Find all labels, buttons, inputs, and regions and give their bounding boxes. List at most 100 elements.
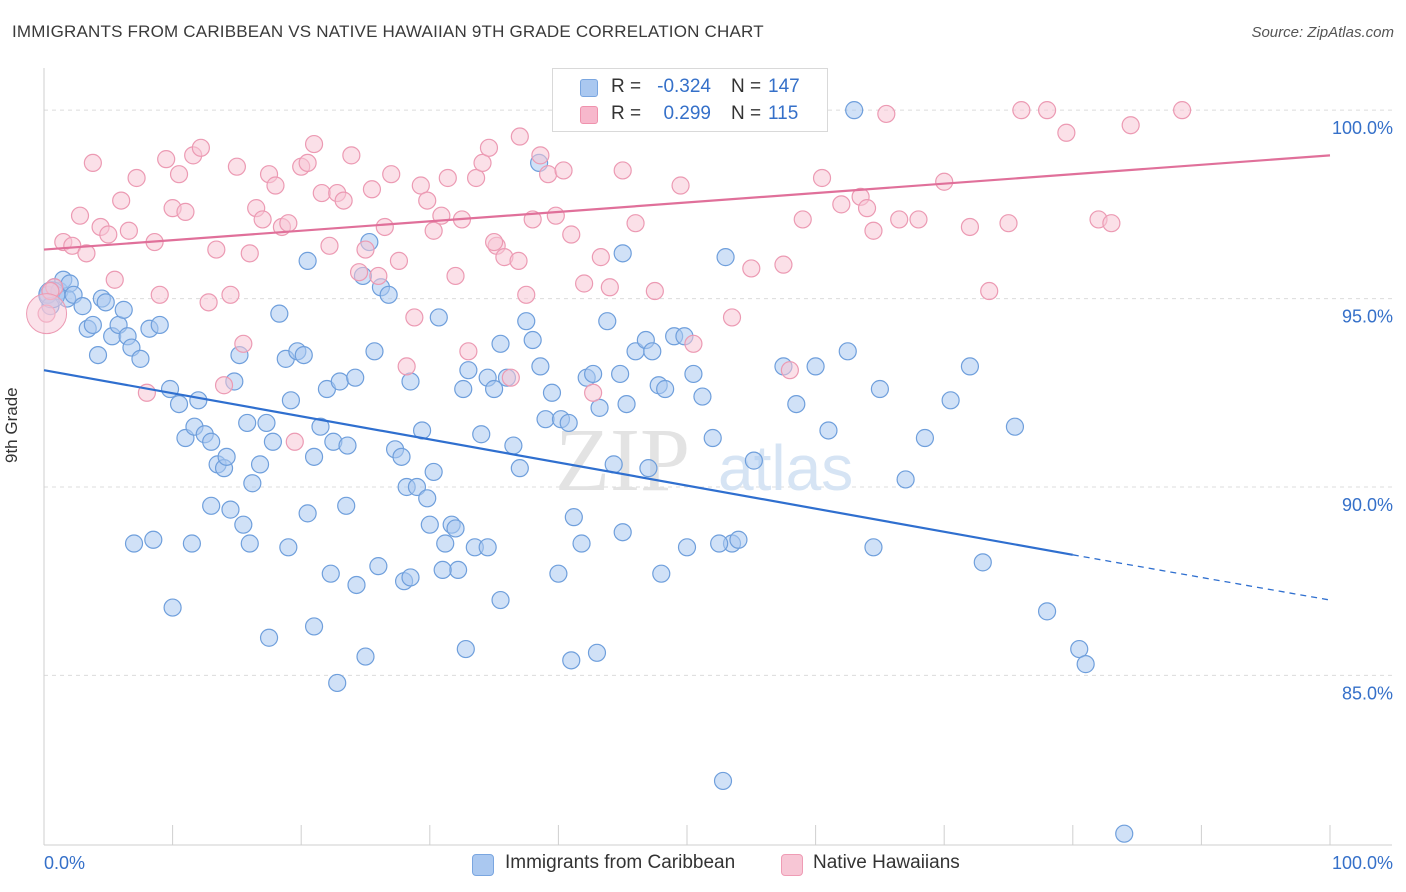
- caribbean-point: [392, 447, 411, 466]
- caribbean-point: [1070, 639, 1089, 659]
- caribbean-point: [896, 470, 915, 489]
- caribbean-point: [693, 387, 712, 406]
- hawaiian-point: [356, 240, 375, 259]
- chart-title: IMMIGRANTS FROM CARIBBEAN VS NATIVE HAWA…: [12, 22, 764, 41]
- caribbean-point: [338, 436, 357, 455]
- caribbean-point: [819, 421, 838, 440]
- caribbean-point: [1115, 824, 1134, 843]
- hawaiian-point: [509, 251, 528, 270]
- axes: [43, 68, 1392, 846]
- caribbean-point: [531, 357, 550, 376]
- hawaiian-point: [960, 217, 980, 237]
- gridlines: [44, 109, 1392, 676]
- hawaiian-point: [517, 285, 536, 304]
- caribbean-point: [656, 379, 675, 399]
- caribbean-point: [716, 248, 735, 267]
- caribbean-point: [1076, 655, 1095, 674]
- hawaiian-point: [312, 183, 331, 203]
- hawaiian-point: [298, 153, 317, 173]
- hawaiian-point: [793, 210, 812, 229]
- caribbean-point: [238, 413, 257, 433]
- hawaiian-point: [980, 281, 999, 301]
- hawaiian-point: [864, 221, 883, 240]
- caribbean-point: [491, 590, 510, 610]
- caribbean-point: [1005, 417, 1025, 436]
- hawaiian-point: [909, 210, 928, 229]
- legend-r-value: -0.324: [657, 76, 711, 97]
- hawaiian-point: [1012, 101, 1031, 120]
- hawaiian-point: [546, 206, 565, 225]
- hawaiian-point: [304, 134, 324, 154]
- caribbean-point: [510, 459, 529, 478]
- caribbean-point: [960, 357, 980, 376]
- hawaiian-point: [1173, 101, 1192, 120]
- caribbean-point: [941, 391, 960, 410]
- caribbean-point: [270, 304, 289, 323]
- hawaiian-point: [150, 285, 169, 304]
- caribbean-point: [337, 496, 356, 515]
- caribbean-point: [330, 372, 349, 391]
- hawaiian-point: [774, 255, 793, 274]
- caribbean-point: [234, 515, 253, 534]
- watermark-zip: ZIP: [555, 411, 690, 510]
- correlation-legend: R = -0.324 N = 147 R = 0.299 N = 115: [552, 68, 828, 132]
- caribbean-point: [221, 500, 240, 519]
- caribbean-point: [407, 477, 427, 497]
- hawaiian-point: [832, 195, 851, 214]
- hawaiian-point: [320, 236, 339, 255]
- caribbean-point: [202, 496, 221, 515]
- hawaiian-point: [411, 176, 430, 195]
- hawaiian-point: [1102, 214, 1121, 233]
- bottom-legend-swatch-caribbean: [472, 854, 494, 876]
- caribbean-point: [598, 312, 617, 331]
- y-tick-label: 90.0%: [1342, 495, 1393, 515]
- hawaiian-point: [105, 270, 124, 289]
- hawaiian-point: [459, 342, 478, 361]
- caribbean-point: [433, 560, 452, 580]
- caribbean-point: [787, 394, 806, 414]
- hawaiian-point: [83, 153, 102, 173]
- hawaiian-point: [626, 214, 645, 233]
- hawaiian-point: [554, 161, 573, 180]
- caribbean-point: [347, 575, 366, 595]
- hawaiian-point: [466, 168, 486, 188]
- hawaiian-point: [253, 210, 272, 229]
- bottom-legend-swatch-hawaiian: [781, 854, 803, 876]
- caribbean-point: [710, 534, 729, 553]
- hawaiian-point: [539, 165, 558, 184]
- caribbean-point: [456, 639, 475, 659]
- hawaiian-point: [671, 176, 690, 195]
- hawaiian-point: [438, 168, 457, 188]
- hawaiian-point: [127, 168, 146, 188]
- caribbean-point: [1037, 602, 1057, 621]
- caribbean-point: [257, 413, 276, 433]
- hawaiian-trend-line: [43, 154, 1331, 251]
- caribbean-point: [572, 534, 591, 553]
- caribbean-point: [429, 308, 448, 327]
- hawaiian-point: [575, 274, 594, 293]
- hawaiian-point: [501, 368, 520, 387]
- caribbean-point: [279, 538, 298, 557]
- hawaiian-point: [424, 221, 443, 240]
- hawaiian-point: [1121, 116, 1140, 135]
- x-tick-label: 100.0%: [1332, 853, 1393, 873]
- hawaiian-point: [26, 293, 68, 335]
- caribbean-point: [973, 553, 992, 572]
- y-tick-label: 85.0%: [1342, 683, 1393, 703]
- caribbean-point: [263, 432, 283, 451]
- caribbean-point: [202, 432, 221, 451]
- hawaiian-point: [397, 357, 416, 376]
- hawaiian-point: [199, 293, 218, 312]
- caribbean-point: [259, 628, 279, 647]
- caribbean-point: [420, 515, 439, 534]
- caribbean-point: [88, 345, 108, 365]
- hawaiian-point: [169, 165, 189, 184]
- hawaiian-point: [722, 308, 742, 327]
- legend-row-caribbean: R = -0.324 N = 147: [553, 73, 827, 101]
- caribbean-point: [617, 394, 636, 414]
- hawaiian-point: [176, 202, 195, 221]
- caribbean-point: [328, 673, 347, 693]
- caribbean-point: [713, 771, 733, 791]
- caribbean-point: [321, 564, 340, 583]
- caribbean-point: [564, 508, 583, 527]
